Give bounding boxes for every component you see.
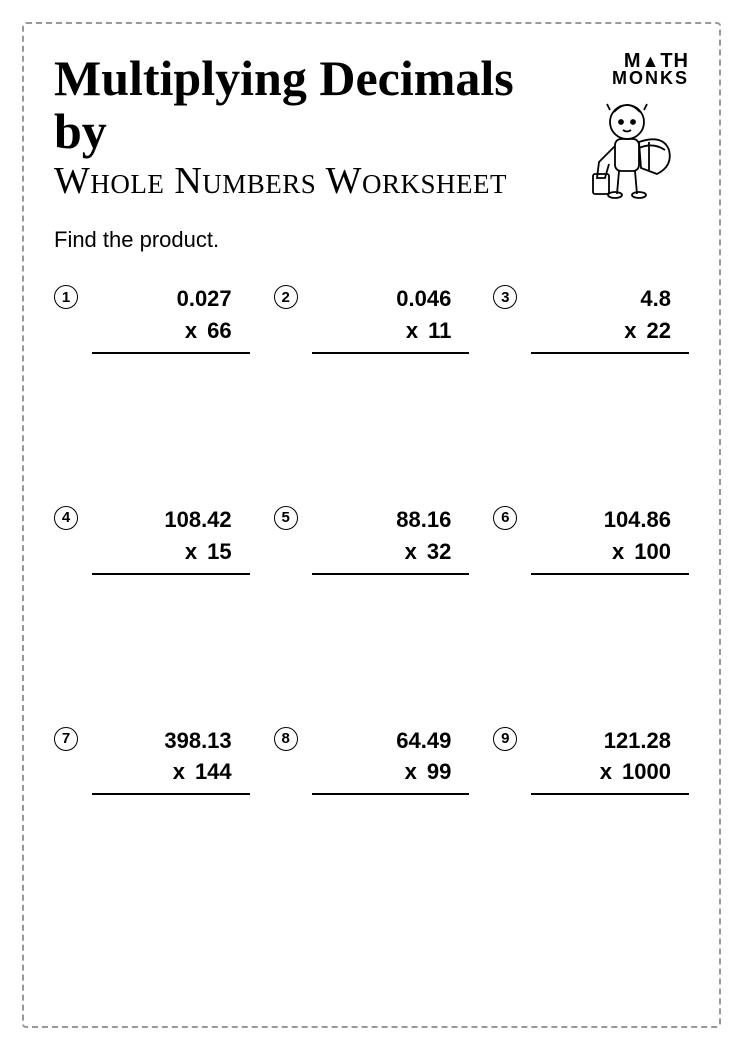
problem-body: 64.49 x 99 (312, 725, 470, 796)
operator: x (185, 536, 197, 568)
multiplier: 99 (427, 756, 451, 788)
operator: x (600, 756, 612, 788)
multiplier: 11 (428, 315, 451, 347)
multiplier-row: x 66 (92, 315, 250, 354)
worksheet-content: Multiplying Decimals by Whole Numbers Wo… (22, 22, 721, 1028)
problem-number: 2 (274, 285, 298, 309)
problem-6: 6 104.86 x 100 (493, 504, 689, 575)
multiplier-row: x 11 (312, 315, 470, 354)
multiplier: 100 (634, 536, 671, 568)
multiplier-row: x 15 (92, 536, 250, 575)
multiplier: 66 (207, 315, 231, 347)
multiplier-row: x 32 (312, 536, 470, 575)
multiplicand: 398.13 (92, 725, 250, 757)
triangle-icon: ▲ (642, 53, 661, 69)
problem-number: 8 (274, 727, 298, 751)
multiplier-row: x 1000 (531, 756, 689, 795)
multiplicand: 88.16 (312, 504, 470, 536)
multiplicand: 0.046 (312, 283, 470, 315)
multiplier: 1000 (622, 756, 671, 788)
problem-number: 1 (54, 285, 78, 309)
title-line-2: Whole Numbers Worksheet (54, 159, 559, 203)
logo-area: M▲TH MONKS (559, 52, 689, 200)
operator: x (173, 756, 185, 788)
multiplicand: 64.49 (312, 725, 470, 757)
problem-2: 2 0.046 x 11 (274, 283, 470, 354)
multiplicand: 121.28 (531, 725, 689, 757)
problem-4: 4 108.42 x 15 (54, 504, 250, 575)
problems-grid: 1 0.027 x 66 2 0.046 x 11 3 4.8 (54, 283, 689, 795)
operator: x (612, 536, 624, 568)
multiplicand: 0.027 (92, 283, 250, 315)
problem-body: 108.42 x 15 (92, 504, 250, 575)
operator: x (405, 536, 417, 568)
title-line-1: Multiplying Decimals by (54, 52, 559, 157)
problem-body: 104.86 x 100 (531, 504, 689, 575)
multiplicand: 104.86 (531, 504, 689, 536)
problem-5: 5 88.16 x 32 (274, 504, 470, 575)
problem-body: 0.027 x 66 (92, 283, 250, 354)
multiplier-row: x 22 (531, 315, 689, 354)
problem-body: 121.28 x 1000 (531, 725, 689, 796)
problem-8: 8 64.49 x 99 (274, 725, 470, 796)
operator: x (405, 756, 417, 788)
multiplier-row: x 100 (531, 536, 689, 575)
problem-body: 88.16 x 32 (312, 504, 470, 575)
multiplier-row: x 144 (92, 756, 250, 795)
multiplier: 15 (207, 536, 231, 568)
problem-7: 7 398.13 x 144 (54, 725, 250, 796)
problem-body: 398.13 x 144 (92, 725, 250, 796)
multiplicand: 4.8 (531, 283, 689, 315)
multiplier: 144 (195, 756, 232, 788)
problem-number: 7 (54, 727, 78, 751)
multiplier-row: x 99 (312, 756, 470, 795)
problem-number: 4 (54, 506, 78, 530)
problem-number: 3 (493, 285, 517, 309)
problem-3: 3 4.8 x 22 (493, 283, 689, 354)
problem-number: 5 (274, 506, 298, 530)
brand-monks: MONKS (612, 70, 689, 86)
operator: x (185, 315, 197, 347)
operator: x (624, 315, 636, 347)
student-mascot-icon (579, 90, 689, 200)
problem-1: 1 0.027 x 66 (54, 283, 250, 354)
instruction-text: Find the product. (54, 227, 689, 253)
problem-9: 9 121.28 x 1000 (493, 725, 689, 796)
multiplier: 22 (647, 315, 671, 347)
brand-logo: M▲TH MONKS (612, 52, 689, 86)
header: Multiplying Decimals by Whole Numbers Wo… (54, 52, 689, 203)
multiplicand: 108.42 (92, 504, 250, 536)
problem-body: 0.046 x 11 (312, 283, 470, 354)
multiplier: 32 (427, 536, 451, 568)
title-block: Multiplying Decimals by Whole Numbers Wo… (54, 52, 559, 203)
problem-number: 9 (493, 727, 517, 751)
problem-body: 4.8 x 22 (531, 283, 689, 354)
operator: x (406, 315, 418, 347)
problem-number: 6 (493, 506, 517, 530)
